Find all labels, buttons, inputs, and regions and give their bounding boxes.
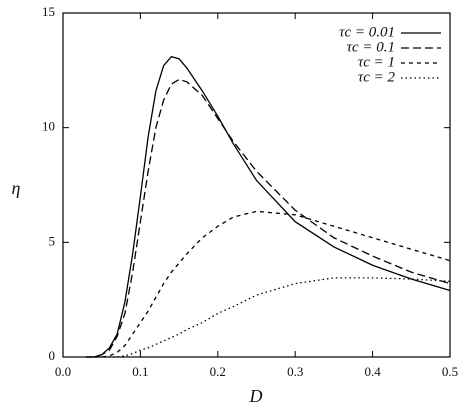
y-tick-label: 15 [42, 4, 55, 19]
line-series [86, 55, 451, 358]
y-tick-label: 10 [42, 119, 55, 134]
legend-label: τc = 1 [358, 54, 395, 70]
legend-label: τc = 0.1 [347, 39, 395, 55]
x-tick-label: 0.3 [287, 364, 303, 379]
x-tick-label: 0.4 [364, 364, 381, 379]
y-tick-label: 5 [49, 233, 56, 248]
legend-label: τc = 2 [358, 69, 396, 85]
plot-frame [62, 12, 451, 358]
x-tick-label: 0.1 [132, 364, 148, 379]
y-axis-label: η [12, 178, 21, 198]
x-tick-label: 0.0 [55, 364, 71, 379]
y-tick-label: 0 [49, 348, 56, 363]
line-series [86, 78, 451, 358]
legend-label: τc = 0.01 [339, 24, 395, 40]
x-axis-label: D [249, 386, 263, 406]
x-tick-label: 0.2 [210, 364, 226, 379]
x-tick-label: 0.5 [442, 364, 458, 379]
line-series [86, 277, 451, 358]
line-series [86, 210, 451, 358]
